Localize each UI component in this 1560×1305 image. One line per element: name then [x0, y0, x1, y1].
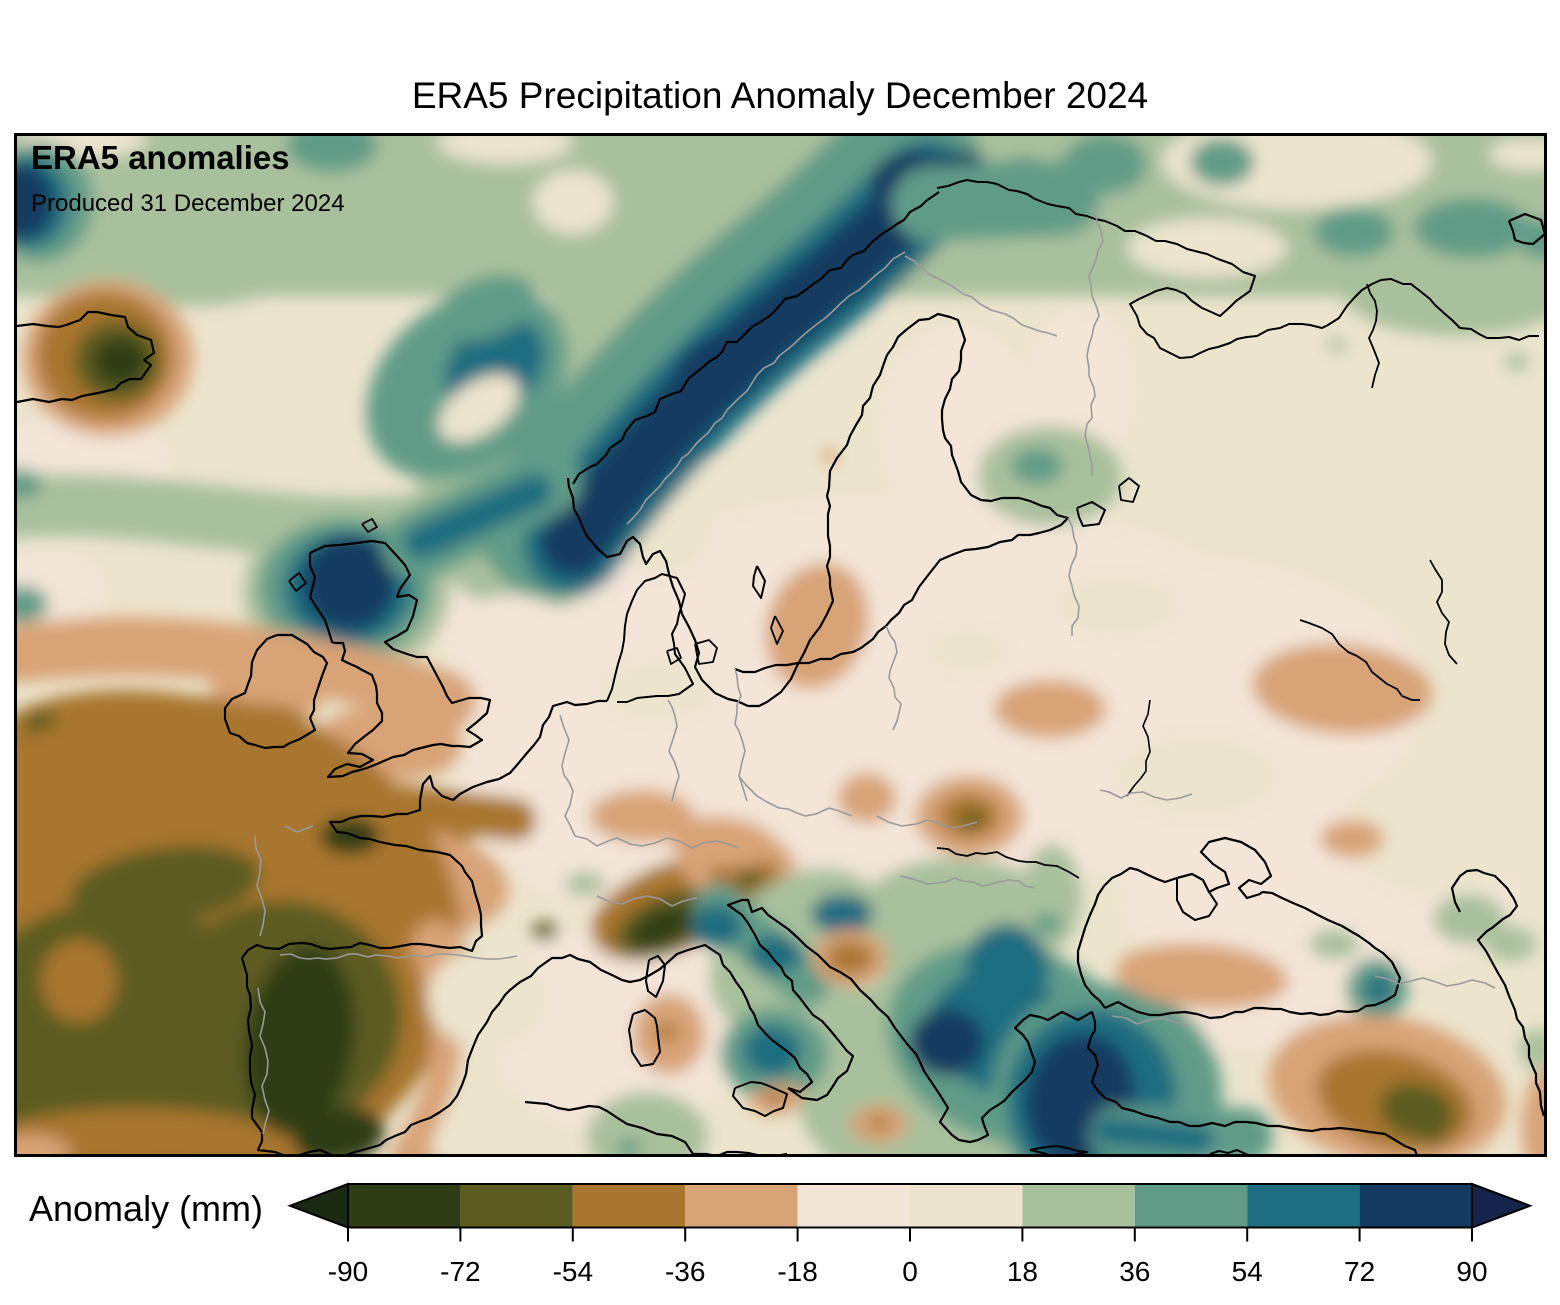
- svg-text:54: 54: [1232, 1256, 1263, 1287]
- svg-text:-54: -54: [553, 1256, 593, 1287]
- svg-text:36: 36: [1119, 1256, 1150, 1287]
- svg-text:-18: -18: [777, 1256, 817, 1287]
- svg-text:0: 0: [902, 1256, 918, 1287]
- svg-text:-90: -90: [328, 1256, 368, 1287]
- svg-text:90: 90: [1456, 1256, 1487, 1287]
- svg-text:-36: -36: [665, 1256, 705, 1287]
- svg-text:-72: -72: [440, 1256, 480, 1287]
- svg-text:18: 18: [1007, 1256, 1038, 1287]
- svg-text:72: 72: [1344, 1256, 1375, 1287]
- svg-text:Anomaly (mm): Anomaly (mm): [29, 1188, 263, 1229]
